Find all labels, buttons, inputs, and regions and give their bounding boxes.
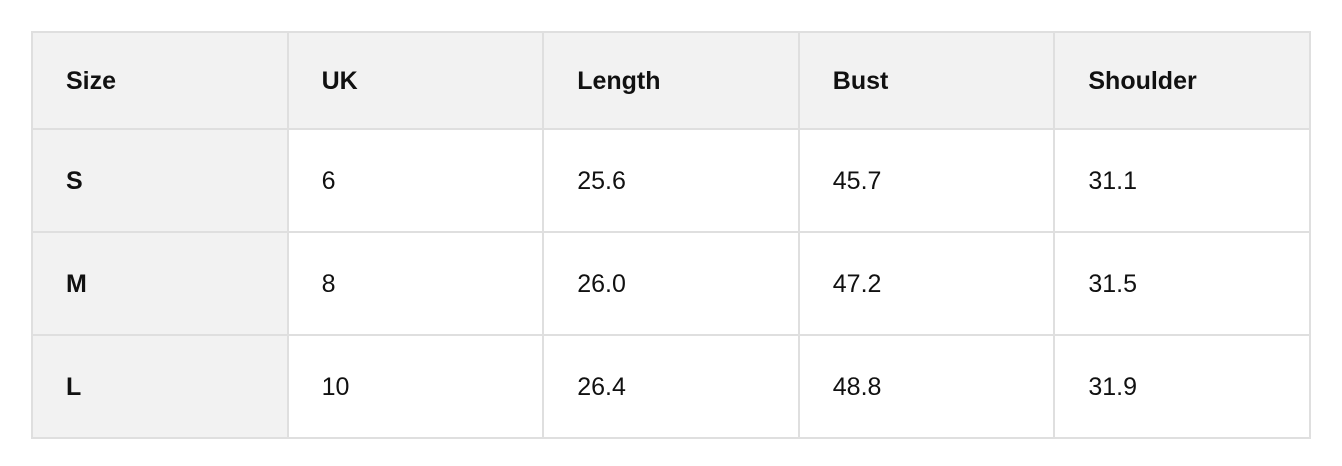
cell-m-uk: 8 — [286, 231, 545, 336]
cell-l-uk: 10 — [286, 334, 545, 439]
column-header-size: Size — [31, 31, 289, 130]
table-row-m: M 8 26.0 47.2 31.5 — [31, 231, 1311, 336]
column-header-bust: Bust — [797, 31, 1056, 130]
cell-m-shoulder: 31.5 — [1053, 231, 1311, 336]
cell-m-bust: 47.2 — [797, 231, 1056, 336]
row-label-s: S — [31, 128, 289, 233]
cell-s-length: 25.6 — [542, 128, 800, 233]
table-row-s: S 6 25.6 45.7 31.1 — [31, 128, 1311, 233]
cell-s-uk: 6 — [286, 128, 545, 233]
table-row-l: L 10 26.4 48.8 31.9 — [31, 334, 1311, 439]
cell-l-bust: 48.8 — [797, 334, 1056, 439]
column-header-length: Length — [542, 31, 800, 130]
column-header-uk: UK — [286, 31, 545, 130]
cell-l-length: 26.4 — [542, 334, 800, 439]
table-body: S 6 25.6 45.7 31.1 M 8 26.0 47.2 31.5 L … — [31, 128, 1311, 439]
row-label-l: L — [31, 334, 289, 439]
table-head: Size UK Length Bust Shoulder — [31, 31, 1311, 130]
cell-m-length: 26.0 — [542, 231, 800, 336]
table-header-row: Size UK Length Bust Shoulder — [31, 31, 1311, 130]
row-label-m: M — [31, 231, 289, 336]
cell-s-bust: 45.7 — [797, 128, 1056, 233]
size-chart-table: Size UK Length Bust Shoulder S 6 25.6 45… — [31, 31, 1311, 439]
cell-l-shoulder: 31.9 — [1053, 334, 1311, 439]
column-header-shoulder: Shoulder — [1053, 31, 1311, 130]
cell-s-shoulder: 31.1 — [1053, 128, 1311, 233]
